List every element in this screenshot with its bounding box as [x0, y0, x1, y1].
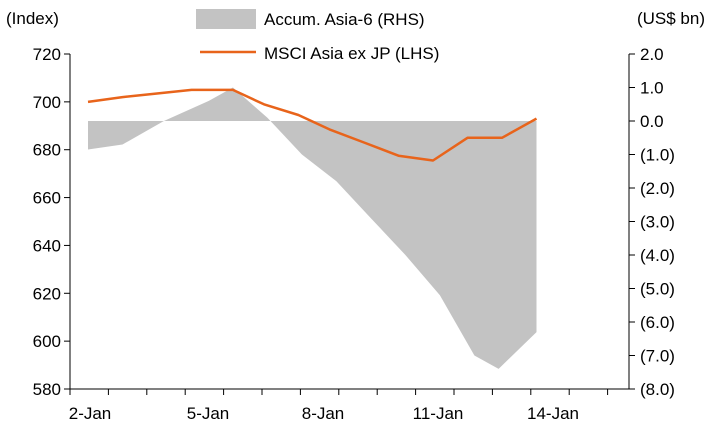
legend-label-line: MSCI Asia ex JP (LHS)	[264, 44, 439, 63]
right-axis-tick-label: 2.0	[640, 45, 664, 64]
left-axis-tick-label: 680	[33, 141, 61, 160]
ticks-layer: 720 700 680 660 640 620 600 580 2.0 1.0 0.0 (1.0) (2…	[33, 45, 675, 423]
right-axis-tick-label: (7.0)	[640, 347, 675, 366]
right-axis-tick-label: (4.0)	[640, 246, 675, 265]
right-axis-tick-label: 1.0	[640, 79, 664, 98]
left-axis-tick-label: 640	[33, 236, 61, 255]
left-axis-tick-label: 580	[33, 380, 61, 399]
legend: Accum. Asia-6 (RHS) MSCI Asia ex JP (LHS…	[196, 9, 439, 63]
left-axis-tick-label: 620	[33, 284, 61, 303]
left-axis-tick-label: 660	[33, 189, 61, 208]
left-axis-unit-label: (Index)	[6, 9, 59, 28]
legend-label-area: Accum. Asia-6 (RHS)	[264, 10, 425, 29]
left-axis-tick-label: 720	[33, 45, 61, 64]
series-area-accum-asia-6	[88, 87, 537, 369]
area-layer	[88, 87, 537, 369]
right-axis-tick-label: (8.0)	[640, 380, 675, 399]
left-axis-tick-label: 600	[33, 332, 61, 351]
x-axis-tick-label: 8-Jan	[302, 404, 345, 423]
axes-layer	[64, 53, 635, 395]
right-axis-tick-label: 0.0	[640, 112, 664, 131]
right-axis-unit-label: (US$ bn)	[637, 9, 705, 28]
x-axis-tick-label: 14-Jan	[527, 404, 579, 423]
x-axis-tick-label: 11-Jan	[413, 404, 464, 423]
left-axis-tick-label: 700	[33, 93, 61, 112]
legend-swatch-area	[196, 9, 256, 29]
right-axis-tick-label: (6.0)	[640, 313, 675, 332]
x-axis-tick-label: 2-Jan	[69, 404, 112, 423]
right-axis-tick-label: (3.0)	[640, 213, 675, 232]
line-layer	[87, 88, 538, 162]
right-axis-tick-label: (1.0)	[640, 146, 675, 165]
right-axis-tick-label: (5.0)	[640, 280, 675, 299]
x-axis-tick-label: 5-Jan	[187, 404, 230, 423]
series-line-msci-asia-ex-jp	[87, 88, 538, 162]
right-axis-tick-label: (2.0)	[640, 179, 675, 198]
